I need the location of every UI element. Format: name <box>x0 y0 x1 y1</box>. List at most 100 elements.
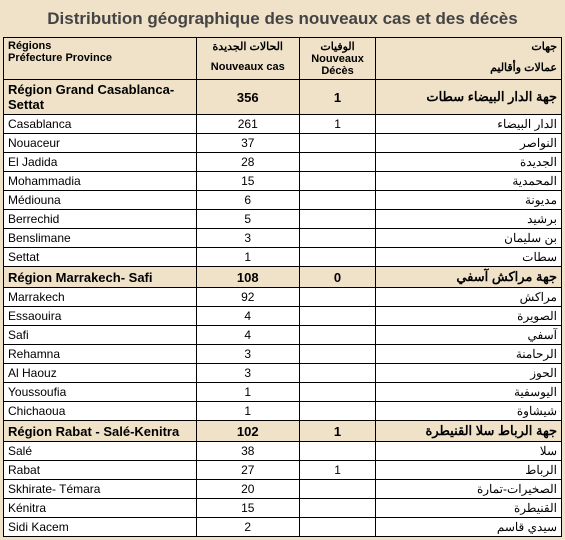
data-row: Nouaceur37 النواصر <box>4 134 562 153</box>
deaths-cell <box>299 288 376 307</box>
cases-cell: 1 <box>196 402 299 421</box>
cases-cell: 3 <box>196 229 299 248</box>
data-row: Safi4 آسفي <box>4 326 562 345</box>
cases-cell: 15 <box>196 172 299 191</box>
name-cell: Benslimane <box>4 229 197 248</box>
name-cell: Sidi Kacem <box>4 518 197 537</box>
region-row: Région Rabat - Salé-Kenitra1021جهة الربا… <box>4 421 562 442</box>
name-cell: Youssoufia <box>4 383 197 402</box>
ar-cell: الصويرة <box>376 307 562 326</box>
name-cell: Settat <box>4 248 197 267</box>
cases-cell: 15 <box>196 499 299 518</box>
header-region: Régions Préfecture Province <box>4 38 197 80</box>
cases-cell: 4 <box>196 307 299 326</box>
name-cell: Skhirate- Témara <box>4 480 197 499</box>
cases-cell: 356 <box>196 80 299 115</box>
name-cell: Nouaceur <box>4 134 197 153</box>
name-cell: Rehamna <box>4 345 197 364</box>
data-row: Salé38سلا <box>4 442 562 461</box>
deaths-cell <box>299 307 376 326</box>
name-cell: Al Haouz <box>4 364 197 383</box>
data-row: Benslimane3بن سليمان <box>4 229 562 248</box>
table-container: Distribution géographique des nouveaux c… <box>0 0 565 540</box>
cases-cell: 1 <box>196 248 299 267</box>
cases-cell: 102 <box>196 421 299 442</box>
data-row: El Jadida28الجديدة <box>4 153 562 172</box>
ar-cell: سطات <box>376 248 562 267</box>
deaths-cell <box>299 383 376 402</box>
deaths-cell <box>299 364 376 383</box>
deaths-cell <box>299 499 376 518</box>
deaths-cell <box>299 326 376 345</box>
ar-cell: جهة الدار البيضاء سطات <box>376 80 562 115</box>
cases-cell: 4 <box>196 326 299 345</box>
ar-cell: سيدي قاسم <box>376 518 562 537</box>
name-cell: Rabat <box>4 461 197 480</box>
data-row: Rabat271الرباط <box>4 461 562 480</box>
name-cell: Marrakech <box>4 288 197 307</box>
header-row: Régions Préfecture Province الحالات الجد… <box>4 38 562 80</box>
name-cell: Médiouna <box>4 191 197 210</box>
deaths-cell: 1 <box>299 115 376 134</box>
ar-cell: جهة الرباط سلا القنيطرة <box>376 421 562 442</box>
region-row: Région Grand Casablanca-Settat3561جهة ال… <box>4 80 562 115</box>
header-deaths: الوفيات Nouveaux Décès <box>299 38 376 80</box>
deaths-cell <box>299 191 376 210</box>
data-row: Essaouira4الصويرة <box>4 307 562 326</box>
name-cell: Région Grand Casablanca-Settat <box>4 80 197 115</box>
deaths-cell <box>299 210 376 229</box>
deaths-cell <box>299 134 376 153</box>
cases-cell: 28 <box>196 153 299 172</box>
page-title: Distribution géographique des nouveaux c… <box>3 3 562 37</box>
name-cell: El Jadida <box>4 153 197 172</box>
cases-cell: 2 <box>196 518 299 537</box>
cases-cell: 1 <box>196 383 299 402</box>
deaths-cell: 1 <box>299 80 376 115</box>
name-cell: Safi <box>4 326 197 345</box>
ar-cell: سلا <box>376 442 562 461</box>
ar-cell: برشيد <box>376 210 562 229</box>
data-row: Chichaoua1شيشاوة <box>4 402 562 421</box>
cases-cell: 3 <box>196 345 299 364</box>
ar-cell: الدار البيضاء <box>376 115 562 134</box>
name-cell: Salé <box>4 442 197 461</box>
name-cell: Casablanca <box>4 115 197 134</box>
data-row: Settat1 سطات <box>4 248 562 267</box>
data-row: Marrakech92 مراكش <box>4 288 562 307</box>
name-cell: Kénitra <box>4 499 197 518</box>
ar-cell: مديونة <box>376 191 562 210</box>
data-row: Rehamna3 الرحامنة <box>4 345 562 364</box>
name-cell: Berrechid <box>4 210 197 229</box>
ar-cell: المحمدية <box>376 172 562 191</box>
region-row: Région Marrakech- Safi1080جهة مراكش آسفي <box>4 267 562 288</box>
cases-cell: 20 <box>196 480 299 499</box>
ar-cell: جهة مراكش آسفي <box>376 267 562 288</box>
cases-cell: 6 <box>196 191 299 210</box>
cases-cell: 108 <box>196 267 299 288</box>
deaths-cell <box>299 172 376 191</box>
deaths-cell <box>299 518 376 537</box>
ar-cell: مراكش <box>376 288 562 307</box>
data-row: Skhirate- Témara20 الصخيرات-تمارة <box>4 480 562 499</box>
deaths-cell <box>299 229 376 248</box>
deaths-cell <box>299 442 376 461</box>
ar-cell: الرحامنة <box>376 345 562 364</box>
data-row: Mohammadia15المحمدية <box>4 172 562 191</box>
deaths-cell <box>299 248 376 267</box>
cases-cell: 261 <box>196 115 299 134</box>
ar-cell: الصخيرات-تمارة <box>376 480 562 499</box>
cases-cell: 27 <box>196 461 299 480</box>
ar-cell: النواصر <box>376 134 562 153</box>
cases-cell: 37 <box>196 134 299 153</box>
name-cell: Chichaoua <box>4 402 197 421</box>
ar-cell: آسفي <box>376 326 562 345</box>
data-row: Youssoufia1اليوسفية <box>4 383 562 402</box>
data-row: Kénitra15القنيطرة <box>4 499 562 518</box>
data-row: Al Haouz3الحوز <box>4 364 562 383</box>
deaths-cell <box>299 480 376 499</box>
cases-cell: 92 <box>196 288 299 307</box>
deaths-cell <box>299 402 376 421</box>
data-table: Régions Préfecture Province الحالات الجد… <box>3 37 562 537</box>
data-row: Médiouna6 مديونة <box>4 191 562 210</box>
deaths-cell: 1 <box>299 421 376 442</box>
